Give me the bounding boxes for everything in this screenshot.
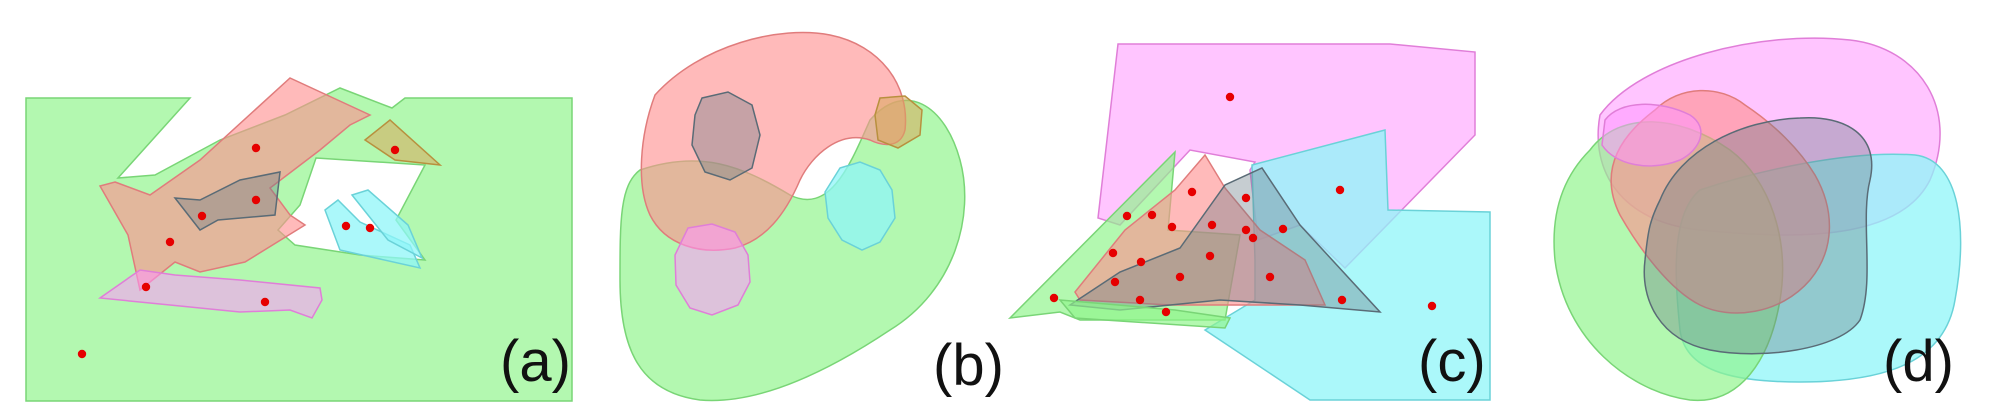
panel-d: (d) xyxy=(1553,37,1962,402)
point xyxy=(1110,277,1120,287)
slate-region xyxy=(1067,167,1382,313)
point xyxy=(1205,251,1215,261)
point xyxy=(390,145,400,155)
point xyxy=(197,211,207,221)
point xyxy=(1241,193,1251,203)
point xyxy=(1108,248,1118,258)
point xyxy=(260,297,270,307)
point xyxy=(1337,295,1347,305)
point xyxy=(1136,257,1146,267)
magenta-region xyxy=(97,269,323,319)
point xyxy=(1427,301,1437,311)
orange-blob xyxy=(874,95,923,149)
point xyxy=(1161,307,1171,317)
panel-label-d: (d) xyxy=(1883,329,1954,394)
red-region xyxy=(98,77,372,292)
point xyxy=(1122,211,1132,221)
point xyxy=(365,223,375,233)
point xyxy=(1207,220,1217,230)
panel-label-b: (b) xyxy=(933,333,1004,398)
point xyxy=(1265,272,1275,282)
cyan-region-2 xyxy=(350,189,424,260)
point xyxy=(1049,293,1059,303)
point xyxy=(141,282,151,292)
point xyxy=(251,195,261,205)
points-a xyxy=(77,143,400,359)
point xyxy=(1225,92,1235,102)
slate-blob xyxy=(1643,116,1873,355)
point xyxy=(1335,185,1345,195)
point xyxy=(1147,210,1157,220)
slate-blob xyxy=(691,91,761,181)
magenta-blob xyxy=(674,223,751,316)
point xyxy=(77,349,87,359)
point xyxy=(1187,187,1197,197)
panel-c: (c) xyxy=(1007,43,1491,401)
panel-b: (b) xyxy=(619,31,1004,402)
red-blob xyxy=(640,31,907,251)
point xyxy=(1175,272,1185,282)
magenta-lobe xyxy=(1601,103,1702,167)
panel-a: (a) xyxy=(25,77,573,402)
orange-region xyxy=(363,119,443,167)
point xyxy=(1248,233,1258,243)
point xyxy=(251,143,261,153)
panel-label-c: (c) xyxy=(1418,329,1486,394)
point xyxy=(1135,295,1145,305)
point xyxy=(1241,225,1251,235)
panel-label-a: (a) xyxy=(500,329,571,394)
point xyxy=(1167,222,1177,232)
point xyxy=(165,237,175,247)
green-band xyxy=(1058,299,1232,329)
point xyxy=(341,221,351,231)
cyan-blob xyxy=(824,161,896,251)
points-c xyxy=(1049,92,1437,317)
point xyxy=(1278,224,1288,234)
